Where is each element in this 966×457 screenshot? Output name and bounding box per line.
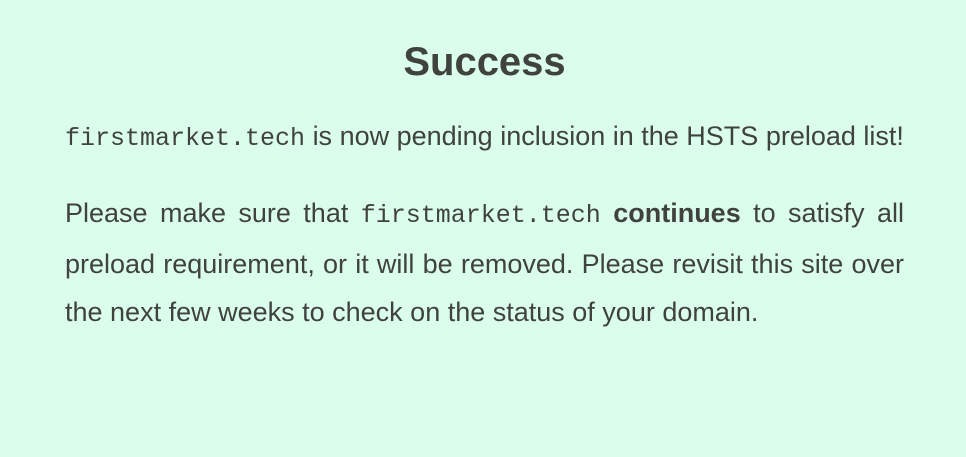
domain-name-repeat: firstmarket.tech xyxy=(360,201,601,230)
page-title: Success xyxy=(403,40,566,84)
domain-name: firstmarket.tech xyxy=(65,124,306,153)
pending-inclusion-message: firstmarket.tech is now pending inclusio… xyxy=(65,112,904,163)
pending-inclusion-text: is now pending inclusion in the HSTS pre… xyxy=(312,121,904,151)
requirements-suffix: to satisfy all preload requirement, or i… xyxy=(65,198,904,327)
requirements-message: Please make sure that firstmarket.tech c… xyxy=(65,189,904,336)
requirements-prefix: Please make sure that xyxy=(65,198,349,228)
continues-emphasis: continues xyxy=(613,198,741,228)
